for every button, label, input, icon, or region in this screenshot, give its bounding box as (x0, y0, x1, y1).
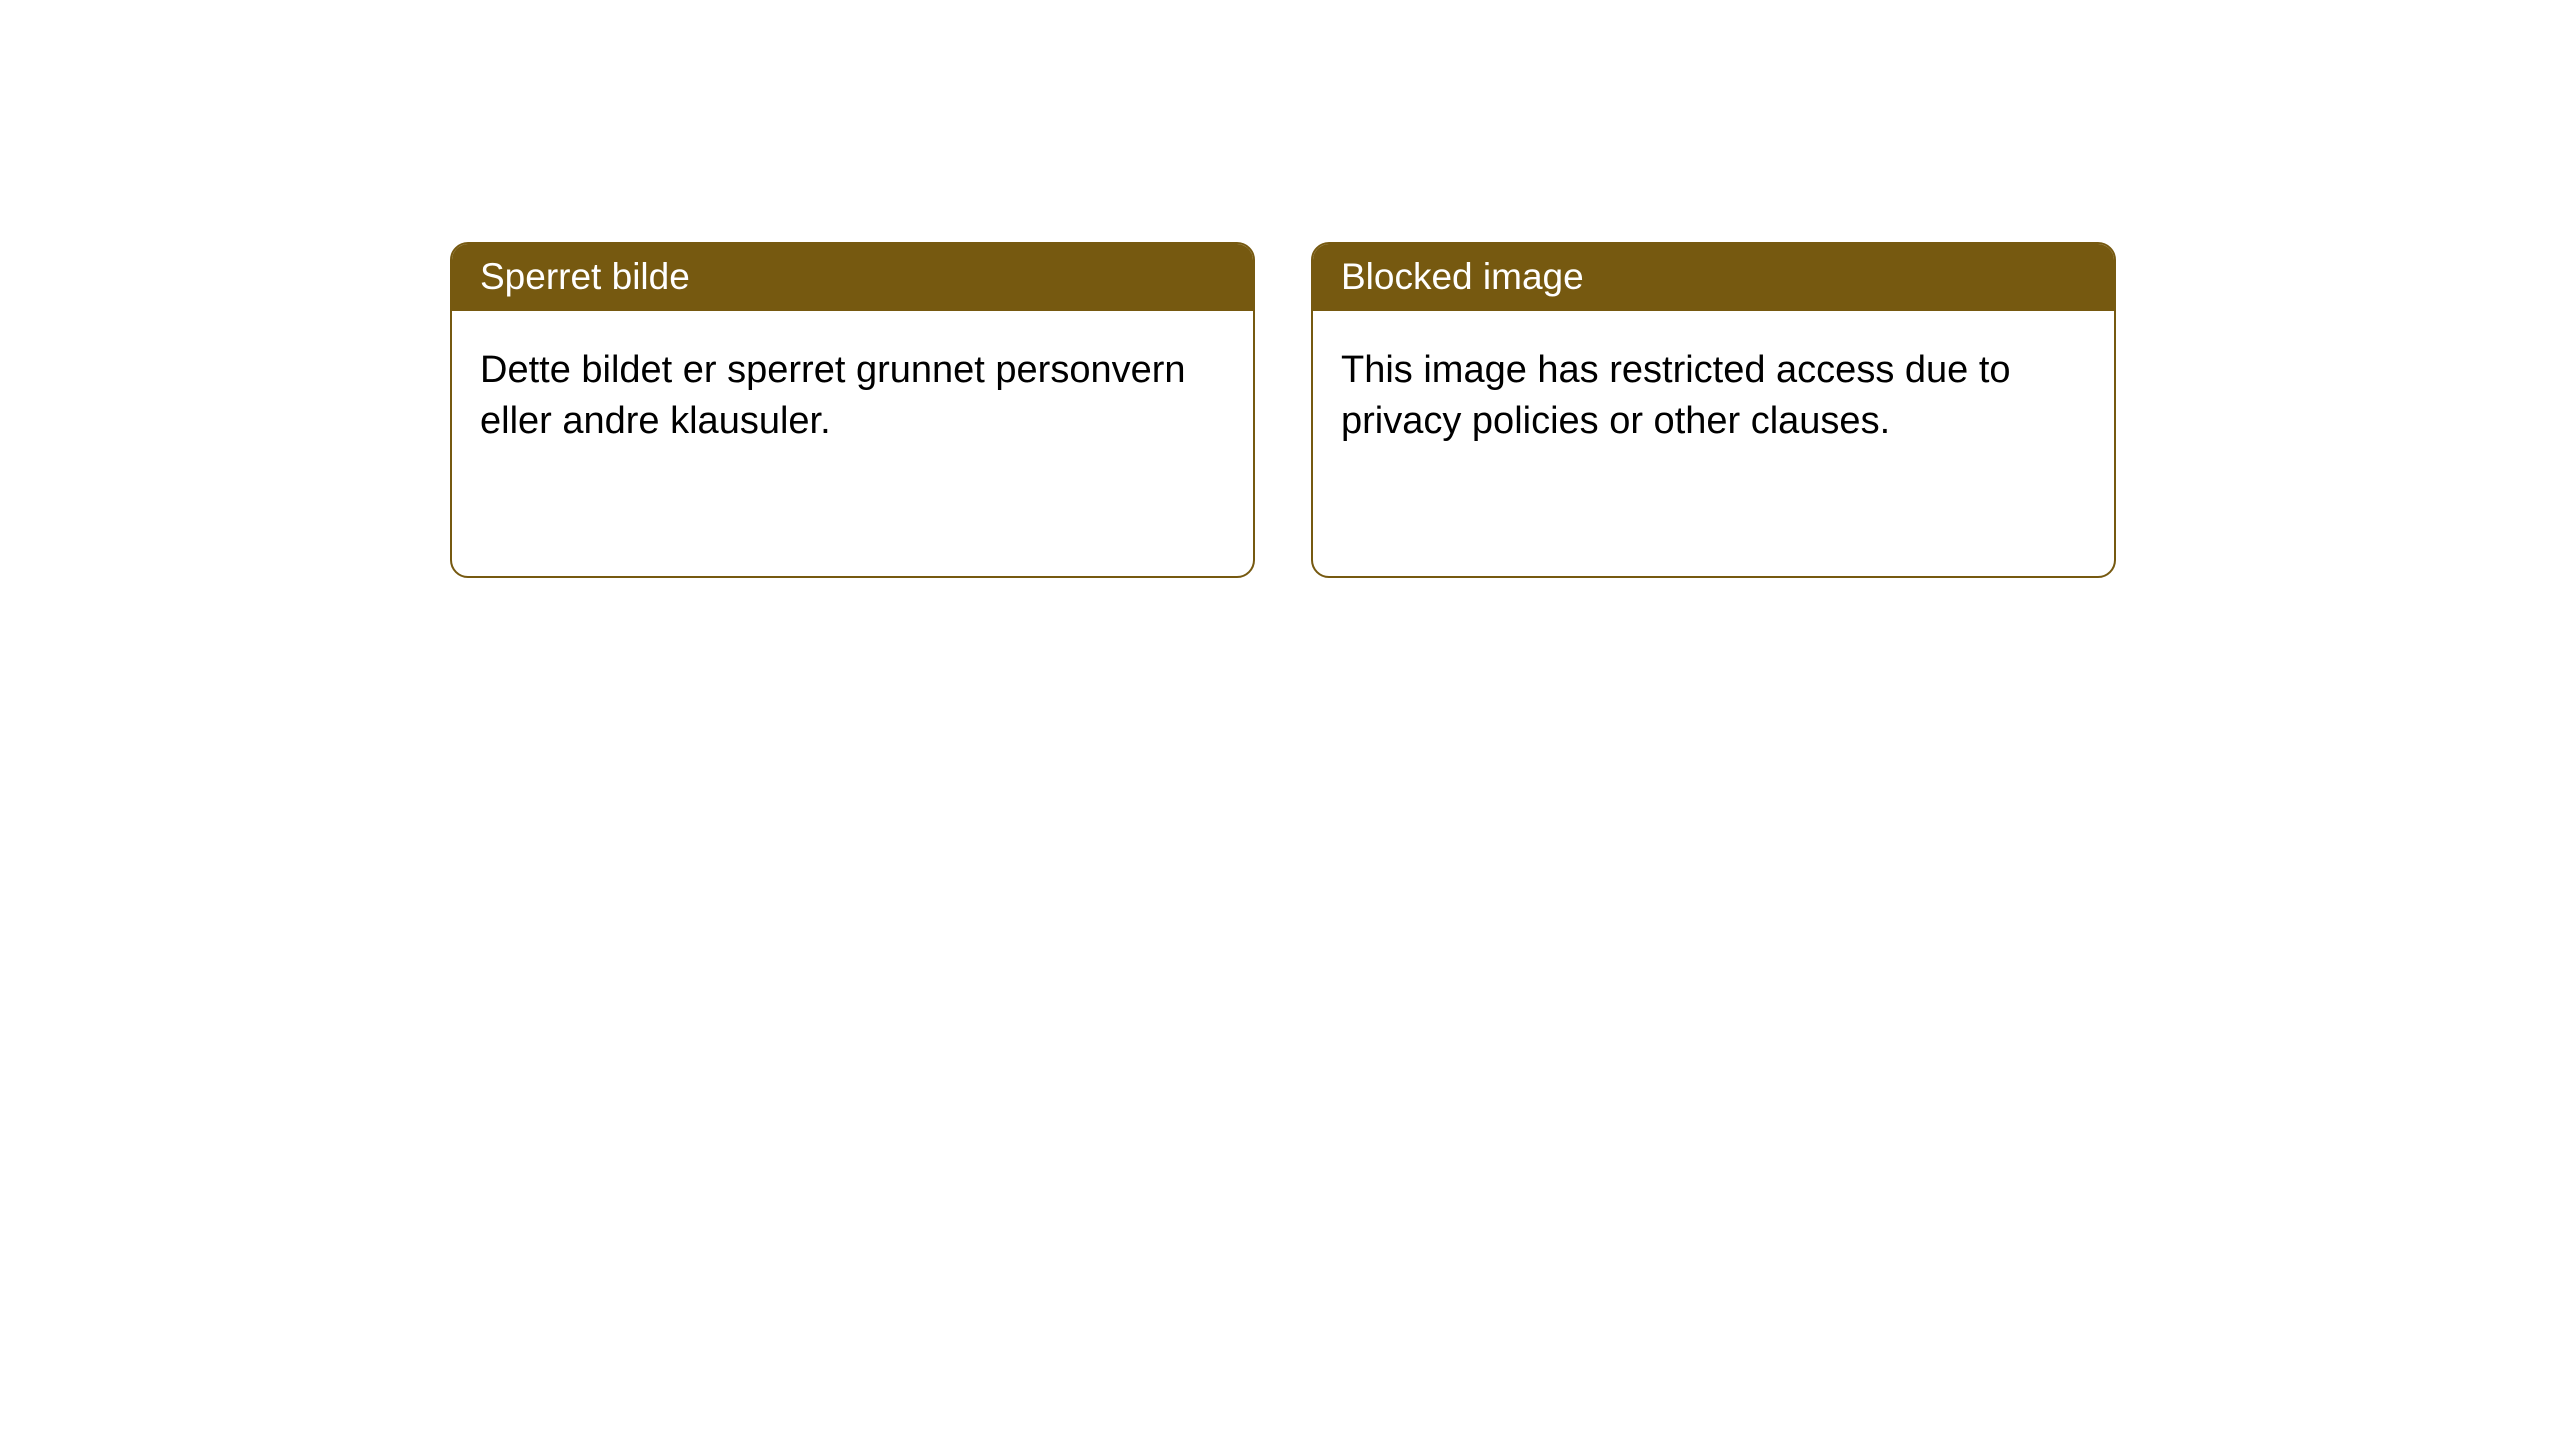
blocked-image-card-en: Blocked image This image has restricted … (1311, 242, 2116, 578)
notice-container: Sperret bilde Dette bildet er sperret gr… (0, 0, 2560, 578)
card-title-en: Blocked image (1313, 244, 2114, 311)
card-title-no: Sperret bilde (452, 244, 1253, 311)
card-body-en: This image has restricted access due to … (1313, 311, 2114, 476)
card-body-no: Dette bildet er sperret grunnet personve… (452, 311, 1253, 476)
blocked-image-card-no: Sperret bilde Dette bildet er sperret gr… (450, 242, 1255, 578)
